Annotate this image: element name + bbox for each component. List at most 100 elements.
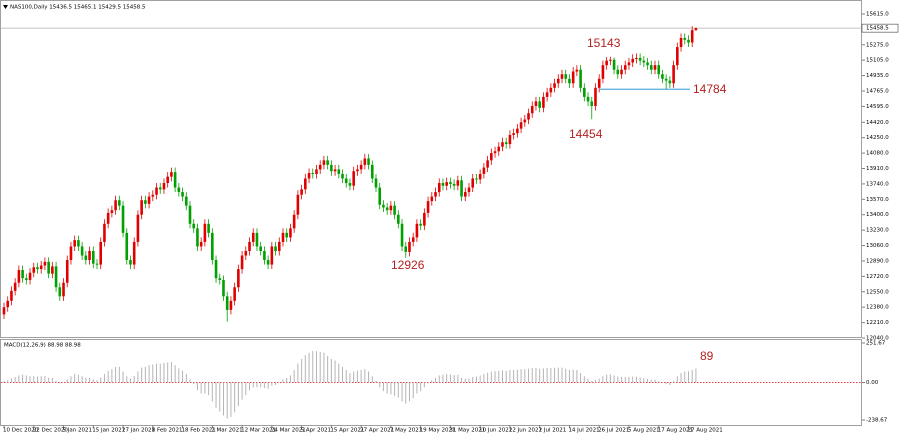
x-tick-label: 8 Feb 2021 bbox=[152, 428, 183, 434]
price-box bbox=[861, 23, 899, 33]
candle-body bbox=[188, 205, 192, 224]
candle-body bbox=[259, 246, 262, 251]
candle-body bbox=[28, 272, 32, 280]
candle-body bbox=[356, 169, 359, 172]
candle-body bbox=[39, 265, 43, 270]
candle-body bbox=[77, 240, 80, 247]
candle-body bbox=[426, 201, 430, 213]
candle-body bbox=[333, 169, 337, 172]
candle-body bbox=[103, 223, 106, 242]
x-tick-label: 2 Mar 2021 bbox=[211, 428, 242, 434]
candle-body bbox=[177, 187, 181, 193]
candle-body bbox=[170, 172, 173, 177]
candle-body bbox=[251, 232, 255, 242]
y-tick-label: 0.00 bbox=[866, 380, 879, 386]
candle-body bbox=[445, 182, 448, 186]
candle-body bbox=[463, 192, 467, 197]
candle-body bbox=[694, 28, 698, 31]
candle-body bbox=[419, 223, 422, 226]
candle-body bbox=[43, 261, 47, 266]
y-tick-label: 12550.0 bbox=[866, 289, 889, 295]
candle-body bbox=[631, 58, 634, 63]
candle-body bbox=[649, 65, 653, 70]
candle-body bbox=[516, 128, 519, 134]
candle-body bbox=[307, 173, 311, 179]
candle-body bbox=[62, 282, 65, 297]
candle-body bbox=[106, 212, 110, 224]
candle-body bbox=[10, 290, 13, 301]
chart-title: NAS100,Daily 15436.5 15465.1 15429.5 154… bbox=[10, 5, 146, 11]
candle-body bbox=[415, 223, 419, 238]
candle-body bbox=[501, 142, 504, 147]
candle-body bbox=[32, 267, 36, 273]
candle-body bbox=[54, 266, 58, 288]
x-tick-label: 27 Jan 2021 bbox=[122, 428, 155, 434]
x-tick-label: 19 May 2021 bbox=[420, 428, 456, 434]
candle-body bbox=[207, 223, 210, 233]
candle-body bbox=[586, 96, 590, 102]
candle-body bbox=[263, 250, 266, 261]
y-tick-label: 14935.0 bbox=[866, 73, 889, 79]
y-tick-label: 14765.0 bbox=[866, 89, 889, 95]
candle-body bbox=[638, 57, 642, 61]
candle-body bbox=[478, 173, 482, 180]
candle-body bbox=[597, 78, 601, 88]
candle-body bbox=[140, 200, 143, 215]
candle-body bbox=[199, 241, 203, 247]
candle-body bbox=[147, 196, 151, 204]
candle-body bbox=[583, 87, 586, 97]
candle-body bbox=[229, 300, 233, 310]
candle-body bbox=[690, 30, 694, 43]
candle-body bbox=[504, 142, 508, 145]
candle-body bbox=[594, 87, 597, 106]
candle-body bbox=[348, 183, 352, 186]
candle-body bbox=[184, 196, 188, 206]
x-tick-label: 5 Aug 2021 bbox=[628, 428, 660, 434]
x-tick-label: 17 Aug 2021 bbox=[658, 428, 693, 434]
candle-body bbox=[114, 200, 117, 211]
y-tick-label: -238.67 bbox=[866, 418, 888, 424]
candle-body bbox=[430, 196, 434, 202]
candle-body bbox=[635, 57, 638, 59]
candle-body bbox=[653, 65, 657, 70]
candle-body bbox=[605, 60, 608, 66]
candle-body bbox=[672, 65, 675, 84]
candle-body bbox=[6, 300, 10, 308]
candle-body bbox=[363, 158, 367, 165]
candle-body bbox=[642, 60, 646, 63]
candle-body bbox=[590, 101, 594, 106]
y-tick-label: 251.67 bbox=[866, 341, 886, 347]
candle-body bbox=[211, 232, 214, 261]
x-tick-label: 15 Jan 2021 bbox=[92, 428, 125, 434]
candle-body bbox=[530, 105, 534, 114]
candle-body bbox=[158, 187, 162, 190]
x-tick-label: 24 Mar 2021 bbox=[271, 428, 306, 434]
candle-body bbox=[255, 232, 259, 247]
candle-body bbox=[240, 255, 244, 270]
y-tick-label: 15275.0 bbox=[866, 42, 889, 48]
x-tick-label: 10 Jun 2021 bbox=[479, 428, 512, 434]
candle-body bbox=[266, 260, 270, 265]
candle-body bbox=[84, 255, 88, 261]
candle-body bbox=[679, 37, 683, 48]
candle-body bbox=[192, 223, 196, 229]
macd-panel bbox=[0, 339, 862, 426]
candle-body bbox=[441, 183, 445, 186]
y-tick-label: 13570.0 bbox=[866, 197, 889, 203]
y-tick-label: 12040.0 bbox=[866, 336, 889, 342]
candle-body bbox=[408, 241, 411, 252]
macd-label: MACD(12,26,9) 88.98 88.98 bbox=[4, 343, 81, 349]
candle-body bbox=[36, 267, 39, 270]
price-box-label: 15458.5 bbox=[866, 26, 889, 32]
candle-body bbox=[330, 164, 333, 172]
candle-body bbox=[389, 205, 393, 211]
candle-body bbox=[434, 192, 437, 197]
x-tick-label: 27 Apr 2021 bbox=[360, 428, 394, 434]
candle-body bbox=[65, 260, 69, 283]
candle-body bbox=[341, 173, 344, 179]
candle-body bbox=[25, 278, 28, 280]
candle-body bbox=[99, 241, 103, 265]
candle-body bbox=[579, 69, 582, 88]
candle-body bbox=[173, 172, 177, 188]
candle-body bbox=[225, 296, 229, 310]
